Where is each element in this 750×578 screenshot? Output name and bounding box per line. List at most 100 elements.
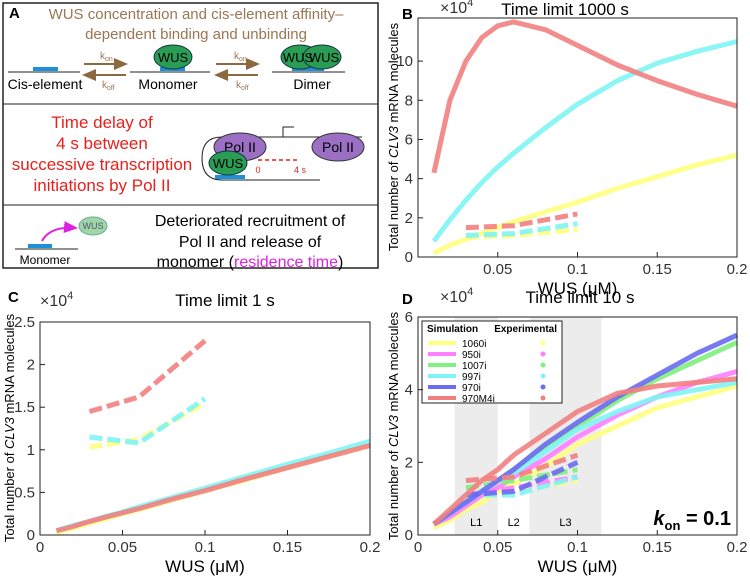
y-tick-label: 6 <box>405 309 413 326</box>
y-tick-label: 2.5 <box>14 314 35 331</box>
rate-k: k <box>102 80 108 91</box>
y-label-part: Total number of <box>386 447 401 540</box>
rate-k: k <box>236 80 242 91</box>
simulation-line <box>432 152 738 256</box>
legend-label: 950i <box>462 350 481 361</box>
y-label-part: mRNA molecules <box>386 22 401 126</box>
x-tick-label: 0.1 <box>195 539 216 556</box>
pol-ii <box>311 132 365 162</box>
y-tick-label: 2 <box>405 454 413 471</box>
wus-label: WUS <box>213 156 244 171</box>
multiplier-base: ×10 <box>440 289 467 306</box>
panel-letter: C <box>8 289 19 306</box>
y-tick-label: 1 <box>27 442 35 459</box>
rate: kon <box>234 51 247 63</box>
y-axis-label: Total number of CLV3 mRNA molecules <box>2 313 17 542</box>
y-label-part: CLV3 <box>386 414 401 447</box>
cis-element <box>215 175 245 179</box>
panel-letter: B <box>402 6 413 23</box>
chart-title: Time limit 1000 s <box>501 0 629 19</box>
x-tick-label: 0.15 <box>643 539 672 556</box>
simulation-line <box>432 383 738 530</box>
state-label: Dimer <box>293 76 331 92</box>
x-tick-label: 0 <box>36 539 44 556</box>
y-tick-label: 2 <box>405 210 413 227</box>
panel-letter: A <box>9 5 20 22</box>
rate: kon <box>100 51 113 63</box>
legend-header: Experimental <box>494 324 557 335</box>
experimental-line <box>465 452 579 483</box>
wus-label: WUS <box>158 50 189 65</box>
recruit-text: monomer (residence time) <box>157 254 344 271</box>
heading: WUS concentration and cis-element affini… <box>49 6 345 23</box>
panel-letter: D <box>402 291 413 308</box>
y-axis-label: Total number of CLV3 mRNA molecules <box>386 311 401 540</box>
y-tick-label: 10 <box>396 53 413 70</box>
multiplier: ×104 <box>40 290 73 310</box>
legend-box <box>421 320 563 404</box>
legend-header: Simulation <box>427 324 478 335</box>
x-tick-label: 0.2 <box>727 261 748 278</box>
multiplier: ×104 <box>440 0 473 17</box>
pol-label: Pol II <box>322 139 354 155</box>
heading: dependent binding and unbinding <box>85 26 307 43</box>
legend-label: 997i <box>462 372 481 383</box>
legend-label: 1007i <box>462 361 486 372</box>
legend-dot <box>540 340 546 346</box>
x-tick-label: 0 <box>414 539 422 556</box>
rate-sub: on <box>239 56 247 63</box>
y-tick-label: 0.5 <box>14 484 35 501</box>
simulation-line <box>432 332 739 527</box>
annotation: kon = 0.1 <box>653 508 731 533</box>
x-axis-label: WUS (μM) <box>538 557 618 576</box>
promoter <box>282 126 294 137</box>
plot-area <box>40 322 370 535</box>
simulation-line <box>432 376 738 526</box>
state-label: Monomer <box>138 76 197 92</box>
y-label-part: Total number of <box>386 158 401 251</box>
wus <box>78 216 108 236</box>
y-tick-label: 6 <box>405 131 413 148</box>
legend-dot <box>540 384 546 390</box>
region-label: L3 <box>559 517 571 529</box>
region-label: L1 <box>470 517 482 529</box>
text-part: monomer ( <box>157 254 235 271</box>
legend-label: 970M4i <box>462 394 495 405</box>
cis-element <box>292 67 324 71</box>
multiplier: ×104 <box>440 286 473 306</box>
y-tick-label: 0 <box>405 249 413 266</box>
multiplier-base: ×10 <box>440 0 467 17</box>
experimental-line <box>88 338 207 414</box>
multiplier-exp: 4 <box>467 286 473 298</box>
legend-label: 970i <box>462 383 481 394</box>
y-label-part: CLV3 <box>2 416 17 449</box>
delay-text: successive transcription <box>12 155 192 174</box>
wus-label: WUS <box>283 50 314 65</box>
recruit-text: Deteriorated recruitment of <box>155 213 346 230</box>
timeline-label: 4 s <box>294 165 307 175</box>
dna-loop <box>201 136 362 181</box>
delay-text: initiations by Pol II <box>33 176 170 195</box>
simulation-line <box>55 443 371 534</box>
experimental-line <box>465 211 578 231</box>
y-label-part: mRNA molecules <box>386 311 401 415</box>
y-label-part: mRNA molecules <box>2 313 17 417</box>
legend-dot <box>540 362 546 368</box>
x-tick-label: 0.1 <box>567 261 588 278</box>
y-tick-label: 0 <box>405 527 413 544</box>
annotation-part: on <box>665 518 681 533</box>
region-label: L2 <box>508 517 520 529</box>
experimental-line <box>89 396 207 446</box>
x-tick-label: 0.05 <box>483 261 512 278</box>
wus <box>302 44 342 70</box>
multiplier-exp: 4 <box>67 290 73 302</box>
cis-element <box>28 244 52 248</box>
text-part: residence time <box>234 254 338 271</box>
y-tick-label: 0 <box>27 527 35 544</box>
rate-k: k <box>234 51 240 62</box>
legend-dot <box>540 395 546 401</box>
x-tick-label: 0.2 <box>360 539 381 556</box>
wus <box>153 44 193 70</box>
y-label-part: CLV3 <box>386 125 401 158</box>
